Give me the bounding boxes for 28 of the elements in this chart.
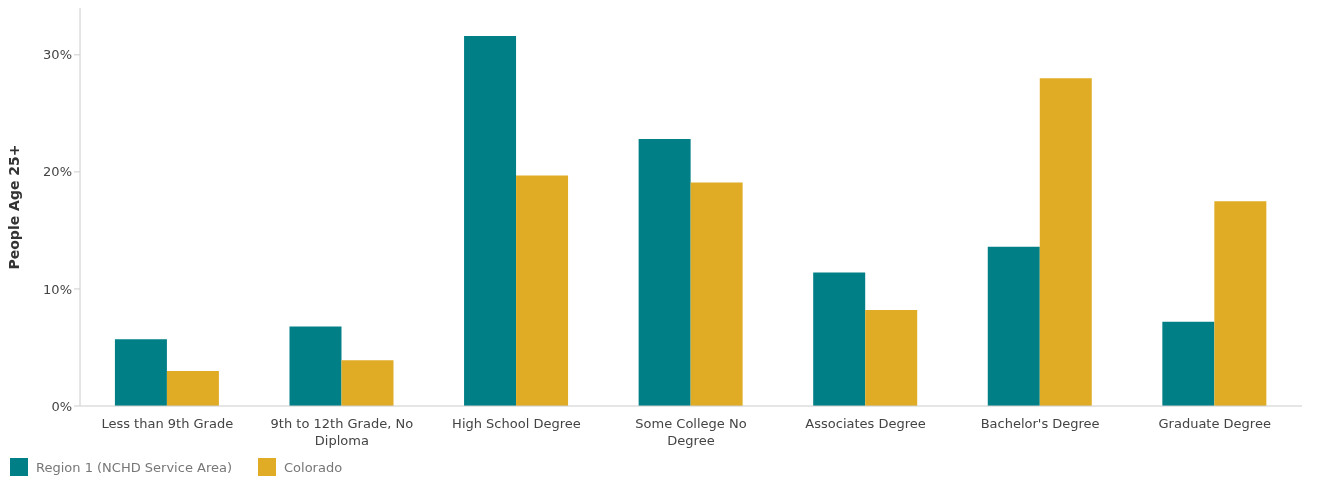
y-tick-label: 10%: [43, 281, 72, 297]
x-tick-label: Associates Degree: [805, 416, 926, 431]
bar: [987, 246, 1040, 406]
x-tick-label: Some College No Degree: [635, 416, 747, 448]
bar: [114, 339, 167, 406]
bar: [865, 310, 918, 406]
x-tick-label: High School Degree: [452, 416, 581, 431]
x-tick-label: Graduate Degree: [1158, 416, 1271, 431]
bar: [638, 139, 691, 406]
y-tick-label: 20%: [43, 164, 72, 180]
y-tick-label: 0%: [51, 398, 72, 414]
bar: [690, 182, 743, 406]
legend-label: Colorado: [284, 459, 343, 475]
y-axis-title: People Age 25+: [5, 144, 22, 270]
bar: [464, 36, 517, 406]
bar: [1162, 321, 1215, 406]
x-tick-label: Less than 9th Grade: [101, 416, 234, 431]
bar: [516, 175, 569, 406]
bar: [1214, 201, 1267, 406]
y-tick-label: 30%: [43, 47, 72, 63]
bar: [289, 326, 342, 406]
bar: [341, 360, 394, 406]
bar: [1039, 78, 1092, 406]
bar: [166, 370, 219, 406]
bar: [813, 272, 866, 406]
x-tick-label: 9th to 12th Grade, No Diploma: [270, 416, 414, 448]
x-tick-label: Bachelor's Degree: [980, 416, 1100, 431]
legend-label: Region 1 (NCHD Service Area): [36, 459, 232, 475]
